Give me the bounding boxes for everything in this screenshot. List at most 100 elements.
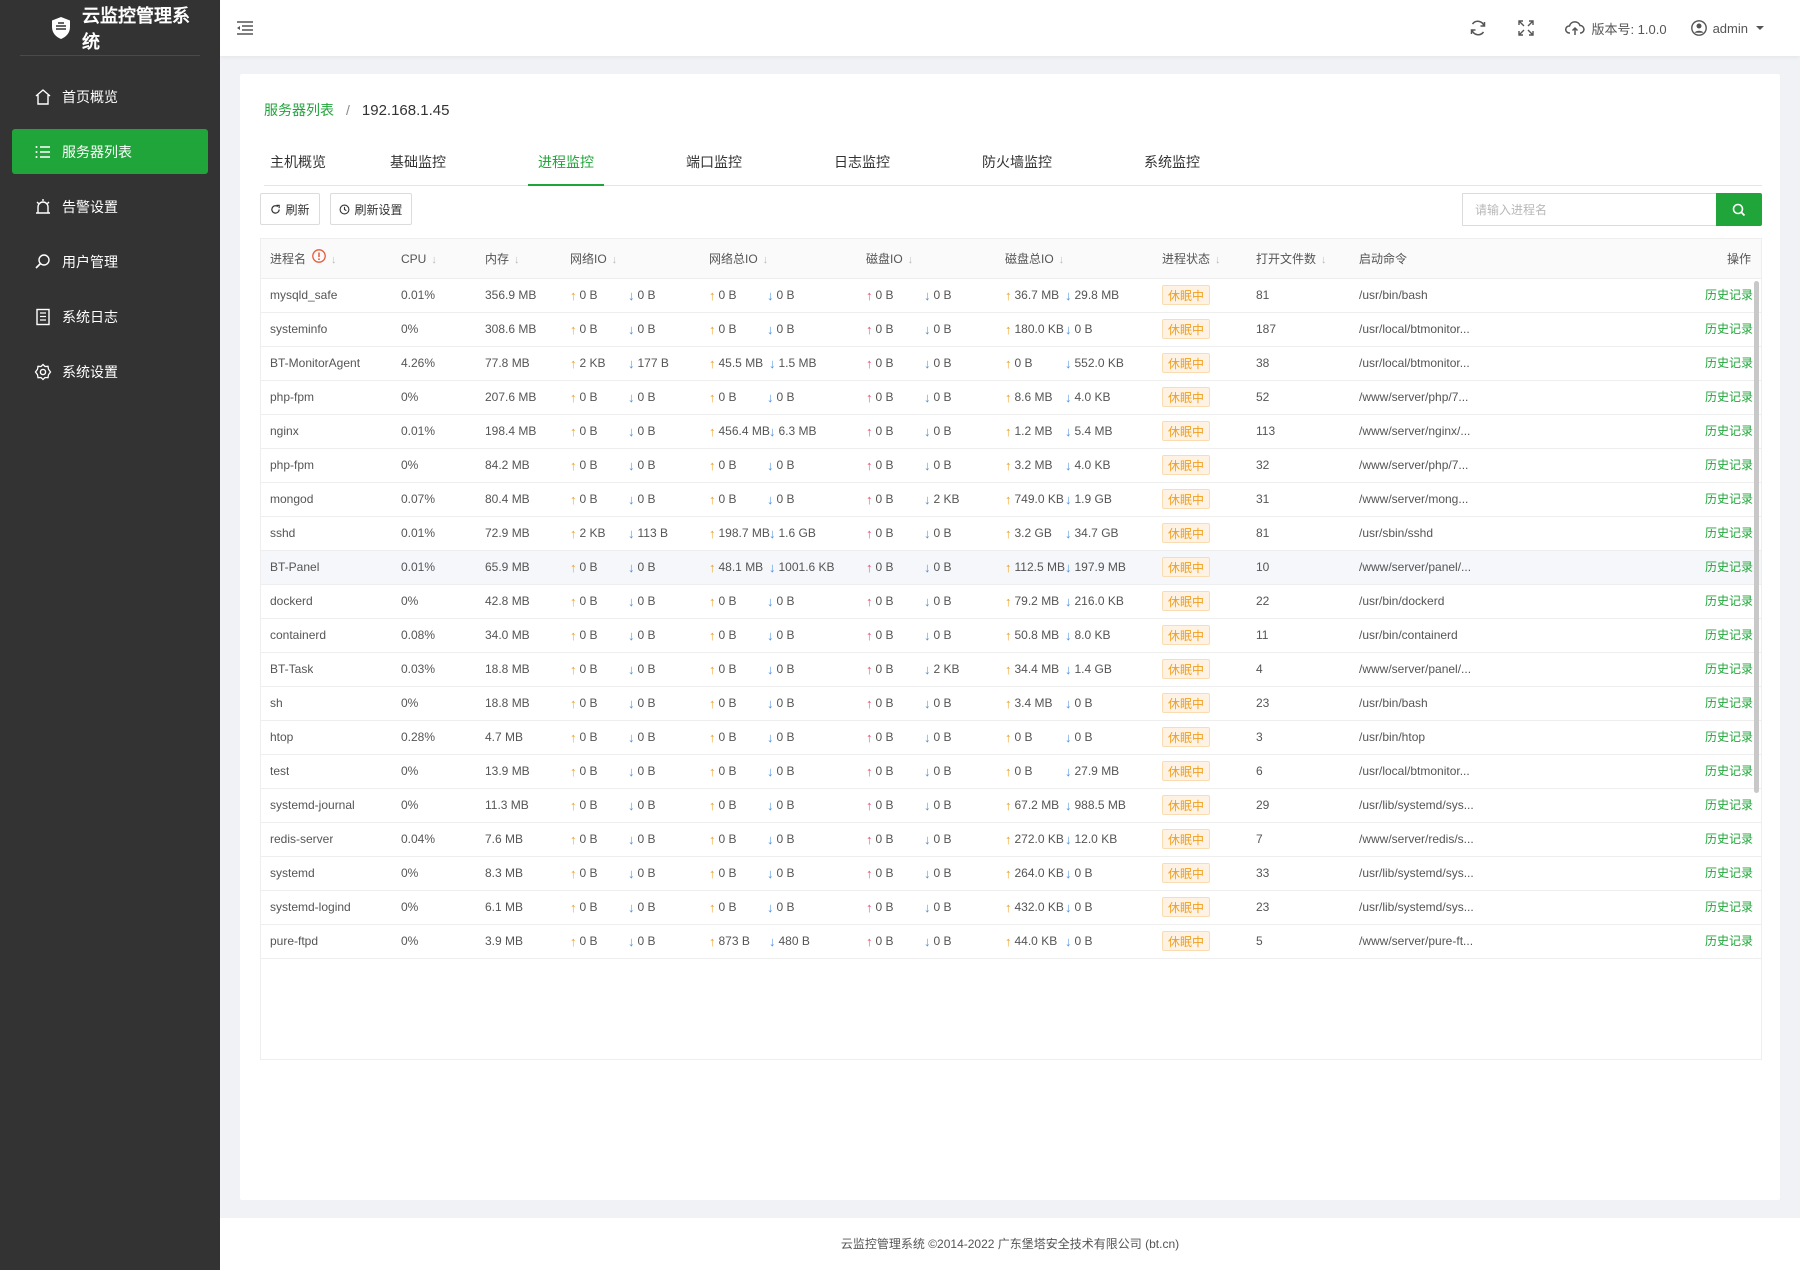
table-row[interactable]: php-fpm 0% 207.6 MB ↑ 0 B ↓ 0 B ↑ 0 B ↓ 0 B ↑ 0 B ↓ 0 … bbox=[261, 381, 1761, 415]
sort-arrow-icon[interactable]: ↓ bbox=[431, 254, 437, 266]
table-row[interactable]: sh 0% 18.8 MB ↑ 0 B ↓ 0 B ↑ 0 B ↓ 0 B ↑ 0 B ↓ 0 B ↑ 3.4 … bbox=[261, 687, 1761, 721]
history-record-link[interactable]: 历史记录 bbox=[1704, 560, 1753, 574]
table-row[interactable]: BT-MonitorAgent 4.26% 77.8 MB ↑ 2 KB ↓ 177 B ↑ 4… bbox=[261, 347, 1761, 381]
table-row[interactable]: systemd 0% 8.3 MB ↑ 0 B ↓ 0 B ↑ 0 B ↓ 0 B ↑ 0 B ↓ 0 B ↑… bbox=[261, 857, 1761, 891]
history-record-link[interactable]: 历史记录 bbox=[1704, 322, 1753, 336]
process-search-input[interactable] bbox=[1462, 193, 1716, 226]
sort-arrow-icon[interactable]: ↓ bbox=[331, 254, 337, 266]
table-row[interactable]: BT-Panel 0.01% 65.9 MB ↑ 0 B ↓ 0 B ↑ 48.1 MB ↓ 100… bbox=[261, 551, 1761, 585]
arrow-down-icon: ↓ bbox=[1065, 390, 1072, 405]
disk-total-down: ↓ 988.5 MB bbox=[1065, 789, 1126, 822]
history-record-link[interactable]: 历史记录 bbox=[1704, 526, 1753, 540]
table-row[interactable]: nginx 0.01% 198.4 MB ↑ 0 B ↓ 0 B ↑ 456.4 MB ↓ 6.3 … bbox=[261, 415, 1761, 449]
sort-arrow-icon[interactable]: ↓ bbox=[1058, 254, 1065, 266]
sort-arrow-icon[interactable]: ↓ bbox=[1321, 254, 1327, 266]
table-row[interactable]: php-fpm 0% 84.2 MB ↑ 0 B ↓ 0 B ↑ 0 B ↓ 0 B ↑ 0 B ↓ 0 B… bbox=[261, 449, 1761, 483]
history-record-link[interactable]: 历史记录 bbox=[1704, 696, 1753, 710]
sort-arrow-icon[interactable]: ↓ bbox=[762, 254, 769, 266]
disk-total-up: ↑ 0 B bbox=[1005, 755, 1033, 788]
process-search bbox=[1462, 193, 1762, 226]
column-header[interactable]: 磁盘IO ↓ bbox=[866, 239, 913, 279]
tab-port-monitor[interactable]: 端口监控 bbox=[686, 154, 742, 170]
history-record-link[interactable]: 历史记录 bbox=[1704, 798, 1753, 812]
memory-usage: 13.9 MB bbox=[485, 764, 530, 778]
tab-log-monitor[interactable]: 日志监控 bbox=[834, 154, 890, 170]
tab-process-monitor[interactable]: 进程监控 bbox=[528, 144, 604, 186]
history-record-link[interactable]: 历史记录 bbox=[1704, 900, 1753, 914]
column-header[interactable]: 网络IO ↓ bbox=[570, 239, 617, 279]
arrow-down-icon: ↓ bbox=[924, 526, 931, 541]
history-record-link[interactable]: 历史记录 bbox=[1704, 356, 1753, 370]
table-row[interactable]: BT-Task 0.03% 18.8 MB ↑ 0 B ↓ 0 B ↑ 0 B ↓ 0 B ↑ 0 B ↓… bbox=[261, 653, 1761, 687]
net-total-down-value: 0 B bbox=[776, 866, 795, 880]
table-row[interactable]: pure-ftpd 0% 3.9 MB ↑ 0 B ↓ 0 B ↑ 873 B ↓ 480 B ↑ 0 … bbox=[261, 925, 1761, 959]
fullscreen-icon[interactable] bbox=[1517, 19, 1541, 37]
sort-arrow-icon[interactable]: ↓ bbox=[907, 254, 914, 266]
table-row[interactable]: htop 0.28% 4.7 MB ↑ 0 B ↓ 0 B ↑ 0 B ↓ 0 B ↑ 0 B ↓ 0 B ↑… bbox=[261, 721, 1761, 755]
refresh-page-icon[interactable] bbox=[1469, 19, 1493, 37]
version-info[interactable]: 版本号: 1.0.0 bbox=[1565, 19, 1667, 38]
history-record-link[interactable]: 历史记录 bbox=[1704, 628, 1753, 642]
disk-io-down: ↓ 0 B bbox=[924, 619, 952, 652]
history-record-link[interactable]: 历史记录 bbox=[1704, 458, 1753, 472]
history-record-link[interactable]: 历史记录 bbox=[1704, 594, 1753, 608]
net-total-up: ↑ 0 B bbox=[709, 857, 737, 890]
column-header[interactable]: CPU ↓ bbox=[401, 239, 437, 279]
memory-usage: 207.6 MB bbox=[485, 390, 537, 404]
table-row[interactable]: systemd-logind 0% 6.1 MB ↑ 0 B ↓ 0 B ↑ 0 B ↓ 0 B ↑ 0… bbox=[261, 891, 1761, 925]
history-record-link[interactable]: 历史记录 bbox=[1704, 288, 1753, 302]
sort-arrow-icon[interactable]: ↓ bbox=[514, 254, 520, 266]
sidebar-item-users[interactable]: 用户管理 bbox=[12, 239, 208, 284]
tab-host-overview[interactable]: 主机概览 bbox=[270, 154, 326, 170]
tab-firewall-monitor[interactable]: 防火墙监控 bbox=[982, 154, 1052, 170]
user-menu[interactable]: admin bbox=[1690, 20, 1772, 36]
table-scrollbar[interactable] bbox=[1754, 281, 1759, 793]
tab-basic-monitor[interactable]: 基础监控 bbox=[390, 154, 446, 170]
history-record-link[interactable]: 历史记录 bbox=[1704, 730, 1753, 744]
start-command: /www/server/redis/s... bbox=[1359, 832, 1474, 846]
column-header[interactable]: 打开文件数 ↓ bbox=[1256, 239, 1327, 279]
history-record-link[interactable]: 历史记录 bbox=[1704, 662, 1753, 676]
sort-arrow-icon[interactable]: ↓ bbox=[1215, 254, 1221, 266]
table-row[interactable]: containerd 0.08% 34.0 MB ↑ 0 B ↓ 0 B ↑ 0 B ↓ 0 B ↑ 0… bbox=[261, 619, 1761, 653]
status-badge: 休眠中 bbox=[1162, 794, 1211, 815]
refresh-settings-button[interactable]: 刷新设置 bbox=[330, 193, 412, 225]
sidebar-item-servers[interactable]: 服务器列表 bbox=[12, 129, 208, 174]
sort-arrow-icon[interactable]: ↓ bbox=[611, 254, 618, 266]
tab-system-monitor[interactable]: 系统监控 bbox=[1144, 154, 1200, 170]
column-header[interactable]: 进程名 ↓ bbox=[270, 239, 337, 279]
history-record-link[interactable]: 历史记录 bbox=[1704, 390, 1753, 404]
breadcrumb-servers-link[interactable]: 服务器列表 bbox=[264, 102, 334, 118]
table-row[interactable]: systeminfo 0% 308.6 MB ↑ 0 B ↓ 0 B ↑ 0 B ↓ 0 B ↑ 0 B… bbox=[261, 313, 1761, 347]
menu-collapse-icon[interactable] bbox=[234, 17, 256, 39]
table-row[interactable]: sshd 0.01% 72.9 MB ↑ 2 KB ↓ 113 B ↑ 198.7 MB ↓ 1.6… bbox=[261, 517, 1761, 551]
sidebar-item-alarm[interactable]: 告警设置 bbox=[12, 184, 208, 229]
history-record-link[interactable]: 历史记录 bbox=[1704, 866, 1753, 880]
warning-info-icon[interactable] bbox=[312, 239, 326, 279]
sidebar-item-settings[interactable]: 系统设置 bbox=[12, 349, 208, 394]
sidebar-item-logs[interactable]: 系统日志 bbox=[12, 294, 208, 339]
disk-total-up-value: 79.2 MB bbox=[1014, 594, 1060, 608]
table-row[interactable]: dockerd 0% 42.8 MB ↑ 0 B ↓ 0 B ↑ 0 B ↓ 0 B ↑ 0 B ↓ 0 B… bbox=[261, 585, 1761, 619]
brand[interactable]: 云监控管理系统 bbox=[20, 0, 200, 56]
net-io-up-value: 0 B bbox=[579, 866, 598, 880]
column-header[interactable]: 内存 ↓ bbox=[485, 239, 520, 279]
refresh-button[interactable]: 刷新 bbox=[260, 193, 320, 225]
column-header[interactable]: 网络总IO ↓ bbox=[709, 239, 768, 279]
table-row[interactable]: systemd-journal 0% 11.3 MB ↑ 0 B ↓ 0 B ↑ 0 B ↓ 0 B… bbox=[261, 789, 1761, 823]
sidebar-item-home[interactable]: 首页概览 bbox=[12, 74, 208, 119]
history-record-link[interactable]: 历史记录 bbox=[1704, 764, 1753, 778]
history-record-link[interactable]: 历史记录 bbox=[1704, 492, 1753, 506]
table-row[interactable]: redis-server 0.04% 7.6 MB ↑ 0 B ↓ 0 B ↑ 0 B ↓ 0 B ↑… bbox=[261, 823, 1761, 857]
search-button[interactable] bbox=[1716, 193, 1762, 226]
table-row[interactable]: mysqld_safe 0.01% 356.9 MB ↑ 0 B ↓ 0 B ↑ 0 B ↓ 0 B… bbox=[261, 279, 1761, 313]
table-row[interactable]: test 0% 13.9 MB ↑ 0 B ↓ 0 B ↑ 0 B ↓ 0 B ↑ 0 B ↓ 0 B ↑ 0 … bbox=[261, 755, 1761, 789]
history-record-link[interactable]: 历史记录 bbox=[1704, 832, 1753, 846]
column-header[interactable]: 进程状态 ↓ bbox=[1162, 239, 1221, 279]
history-record-link[interactable]: 历史记录 bbox=[1704, 424, 1753, 438]
table-row[interactable]: mongod 0.07% 80.4 MB ↑ 0 B ↓ 0 B ↑ 0 B ↓ 0 B ↑ 0 B ↓ 2… bbox=[261, 483, 1761, 517]
column-header[interactable]: 磁盘总IO ↓ bbox=[1005, 239, 1064, 279]
arrow-down-icon: ↓ bbox=[924, 288, 931, 303]
history-record-link[interactable]: 历史记录 bbox=[1704, 934, 1753, 948]
net-io-down: ↓ 0 B bbox=[628, 585, 656, 618]
